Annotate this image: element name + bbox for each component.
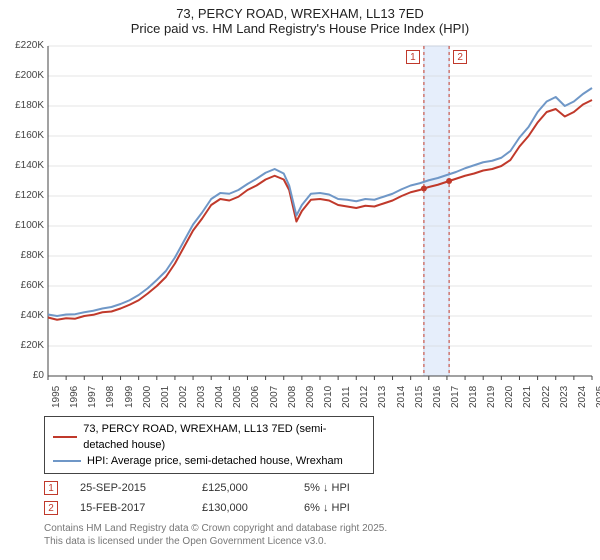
x-tick-label: 2014 [396,386,407,408]
x-tick-label: 2018 [468,386,479,408]
x-tick-label: 1999 [124,386,135,408]
x-tick-label: 1998 [105,386,116,408]
x-tick-label: 2000 [142,386,153,408]
legend-item-property: 73, PERCY ROAD, WREXHAM, LL13 7ED (semi-… [53,421,365,453]
y-tick-label: £220K [8,40,44,51]
x-tick-label: 2006 [250,386,261,408]
x-tick-label: 2009 [305,386,316,408]
y-tick-label: £20K [8,340,44,351]
x-tick-label: 2007 [269,386,280,408]
x-tick-label: 2013 [377,386,388,408]
chart-container: 73, PERCY ROAD, WREXHAM, LL13 7ED Price … [0,0,600,552]
y-tick-label: £180K [8,100,44,111]
x-tick-label: 2008 [287,386,298,408]
x-tick-label: 1997 [87,386,98,408]
legend-swatch-property [53,436,77,438]
x-tick-label: 2024 [577,386,588,408]
x-tick-label: 1996 [69,386,80,408]
x-tick-label: 2011 [341,386,352,408]
event-marker-2: 2 [44,501,58,515]
footnote-line2: This data is licensed under the Open Gov… [44,535,590,548]
y-tick-label: £40K [8,310,44,321]
x-tick-label: 2020 [504,386,515,408]
event-row-1: 1 25-SEP-2015 £125,000 5% ↓ HPI [44,478,590,498]
x-tick-label: 2025 [595,386,600,408]
chart-title-line1: 73, PERCY ROAD, WREXHAM, LL13 7ED [4,6,596,21]
x-tick-label: 2016 [432,386,443,408]
y-tick-label: £160K [8,130,44,141]
x-tick-label: 2010 [323,386,334,408]
event-note-1: 5% ↓ HPI [304,478,350,498]
event-date-1: 25-SEP-2015 [80,478,180,498]
y-tick-label: £120K [8,190,44,201]
x-tick-label: 2002 [178,386,189,408]
y-tick-label: £200K [8,70,44,81]
chart-marker-1: 1 [406,50,420,64]
x-tick-label: 2019 [486,386,497,408]
footnote-line1: Contains HM Land Registry data © Crown c… [44,522,590,535]
event-price-2: £130,000 [202,498,282,518]
events-table: 1 25-SEP-2015 £125,000 5% ↓ HPI 2 15-FEB… [44,478,590,518]
x-tick-label: 2023 [559,386,570,408]
plot-area: £0 £20K £40K £60K £80K £100K £120K £140K £160K £1… [8,40,598,410]
x-tick-label: 2004 [214,386,225,408]
y-tick-label: £140K [8,160,44,171]
x-tick-label: 2022 [541,386,552,408]
x-tick-label: 2015 [414,386,425,408]
legend-swatch-hpi [53,460,81,462]
x-tick-label: 1995 [51,386,62,408]
legend-label-property: 73, PERCY ROAD, WREXHAM, LL13 7ED (semi-… [83,421,365,453]
y-tick-label: £0 [8,370,44,381]
event-price-1: £125,000 [202,478,282,498]
chart-marker-2: 2 [453,50,467,64]
legend-box: 73, PERCY ROAD, WREXHAM, LL13 7ED (semi-… [44,416,374,474]
x-tick-label: 2001 [160,386,171,408]
legend-item-hpi: HPI: Average price, semi-detached house,… [53,453,365,469]
legend-label-hpi: HPI: Average price, semi-detached house,… [87,453,343,469]
footnote: Contains HM Land Registry data © Crown c… [44,522,590,548]
event-note-2: 6% ↓ HPI [304,498,350,518]
chart-title-line2: Price paid vs. HM Land Registry's House … [4,21,596,36]
x-tick-label: 2012 [359,386,370,408]
x-tick-label: 2017 [450,386,461,408]
y-tick-label: £80K [8,250,44,261]
event-date-2: 15-FEB-2017 [80,498,180,518]
x-tick-label: 2021 [522,386,533,408]
x-tick-label: 2005 [232,386,243,408]
event-marker-1: 1 [44,481,58,495]
y-tick-label: £100K [8,220,44,231]
event-row-2: 2 15-FEB-2017 £130,000 6% ↓ HPI [44,498,590,518]
x-tick-label: 2003 [196,386,207,408]
y-tick-label: £60K [8,280,44,291]
